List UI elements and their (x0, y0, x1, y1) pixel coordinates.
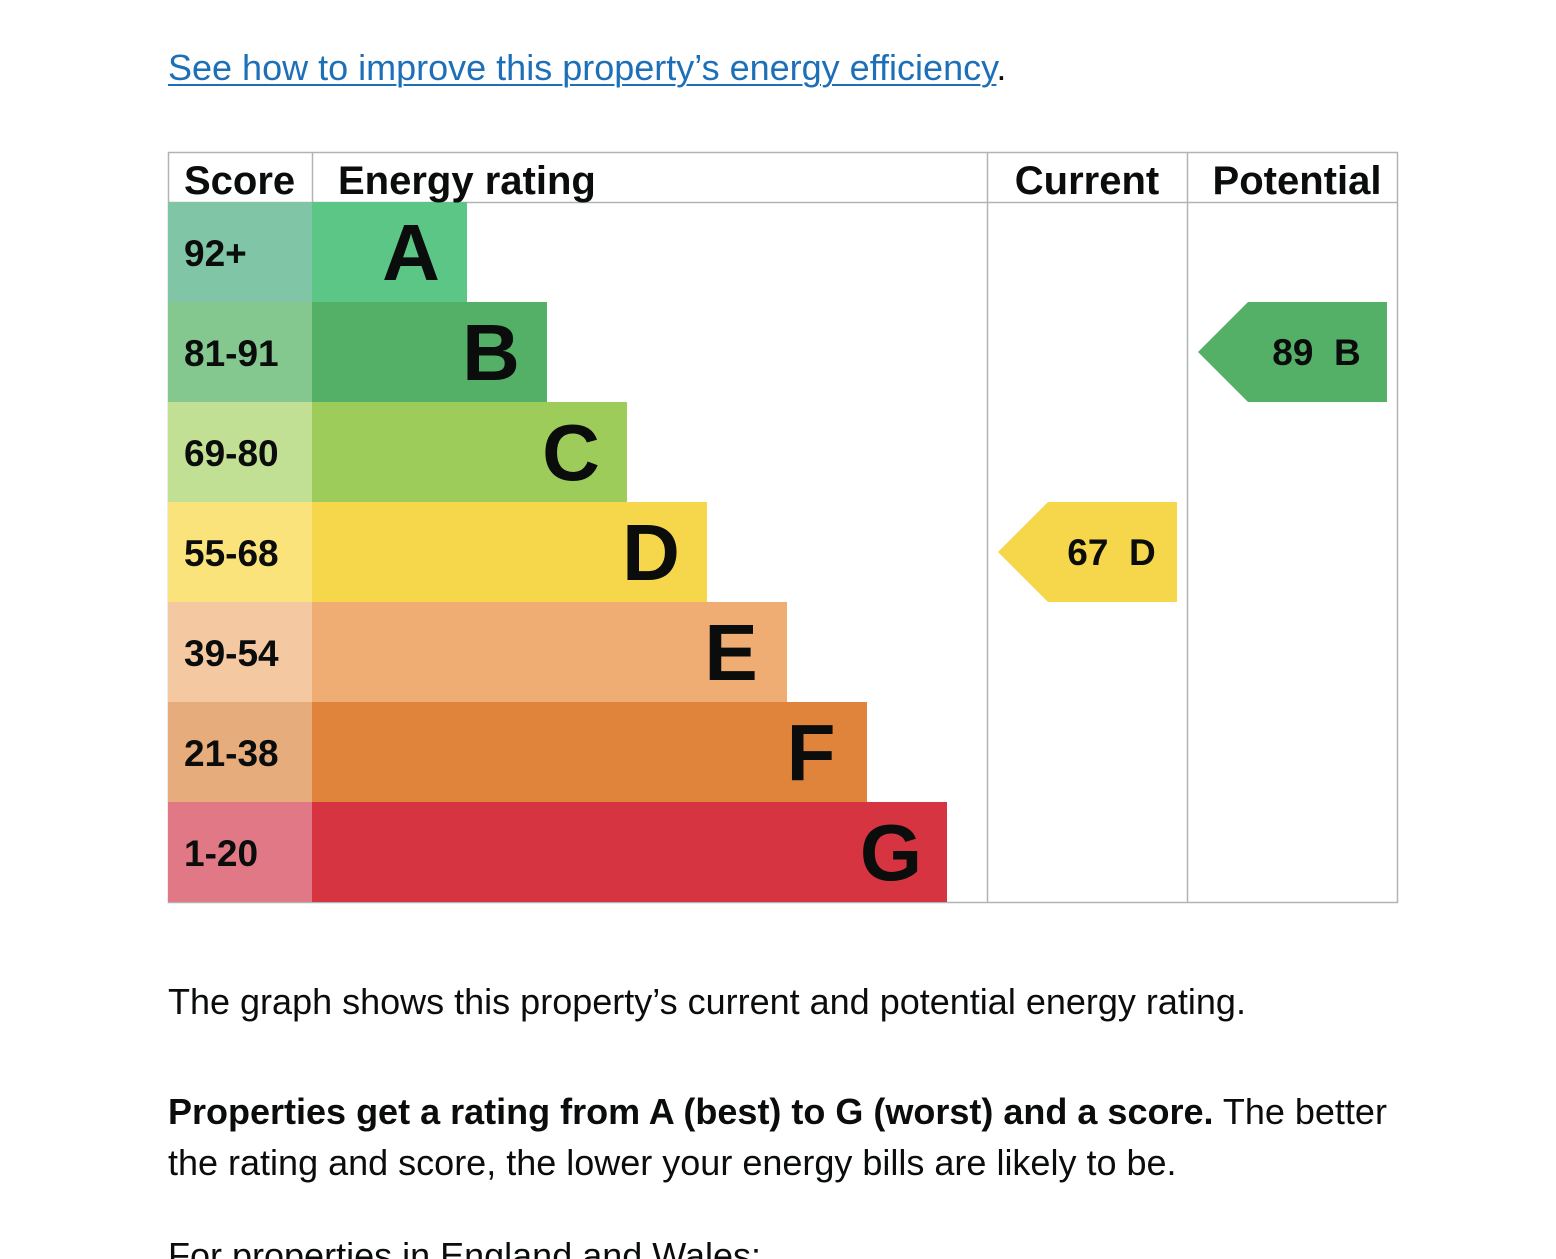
rating-bar-e (312, 602, 787, 702)
improve-energy-efficiency-link[interactable]: See how to improve this property’s energ… (168, 47, 997, 88)
rating-letter-c: C (542, 408, 600, 497)
header-potential: Potential (1213, 159, 1382, 203)
rating-letter-e: E (704, 608, 757, 697)
improve-line: See how to improve this property’s energ… (168, 44, 1006, 92)
chart-bands: 92+ A 81-91 B 69-80 C 55-68 D 39-54 E 21-38 F 1-20 G (168, 202, 947, 902)
rating-bar-c (312, 402, 627, 502)
score-cell-g (168, 802, 312, 902)
rating-bar-g (312, 802, 947, 902)
improve-link-suffix: . (996, 47, 1007, 88)
epc-chart: 92+ A81-91 B69-80 C55-68 D39-54 E21-38 F1-20 G … (167, 151, 1399, 904)
score-cell-f (168, 702, 312, 802)
england-wales-line: For properties in England and Wales: (168, 1235, 761, 1259)
current-marker (998, 502, 1177, 602)
rating-letter-b: B (462, 308, 520, 397)
score-range-d: 55-68 (184, 533, 279, 574)
rating-bar-b (312, 302, 547, 402)
current-marker-label: 67 D (1067, 532, 1155, 573)
potential-marker (1198, 302, 1387, 402)
rating-bar-a (312, 202, 467, 302)
score-cell-d (168, 502, 312, 602)
rating-bar-f (312, 702, 867, 802)
graph-note: The graph shows this property’s current … (168, 981, 1246, 1022)
header-energy-rating: Energy rating (338, 159, 596, 203)
chart-markers: 67 D 89 B (998, 302, 1387, 602)
score-range-f: 21-38 (184, 733, 279, 774)
header-current: Current (1015, 159, 1159, 203)
score-range-g: 1-20 (184, 833, 258, 874)
ratings-rest: The better the rating and score, the low… (168, 1091, 1387, 1183)
rating-letter-f: F (787, 708, 836, 797)
rating-letter-d: D (622, 508, 680, 597)
rating-bar-d (312, 502, 707, 602)
chart-headers: Score Energy rating Current Potential (184, 159, 1381, 203)
score-range-a: 92+ (184, 233, 247, 274)
score-cell-c (168, 402, 312, 502)
rating-letter-g: G (860, 808, 922, 897)
score-range-e: 39-54 (184, 633, 279, 674)
rating-letter-a: A (382, 208, 440, 297)
score-cell-a (168, 202, 312, 302)
score-range-c: 69-80 (184, 433, 279, 474)
ratings-paragraph: Properties get a rating from A (best) to… (168, 1086, 1398, 1188)
score-range-b: 81-91 (184, 333, 279, 374)
potential-marker-label: 89 B (1272, 332, 1360, 373)
score-cell-e (168, 602, 312, 702)
header-score: Score (184, 159, 295, 203)
ratings-bold: Properties get a rating from A (best) to… (168, 1091, 1214, 1132)
score-cell-b (168, 302, 312, 402)
